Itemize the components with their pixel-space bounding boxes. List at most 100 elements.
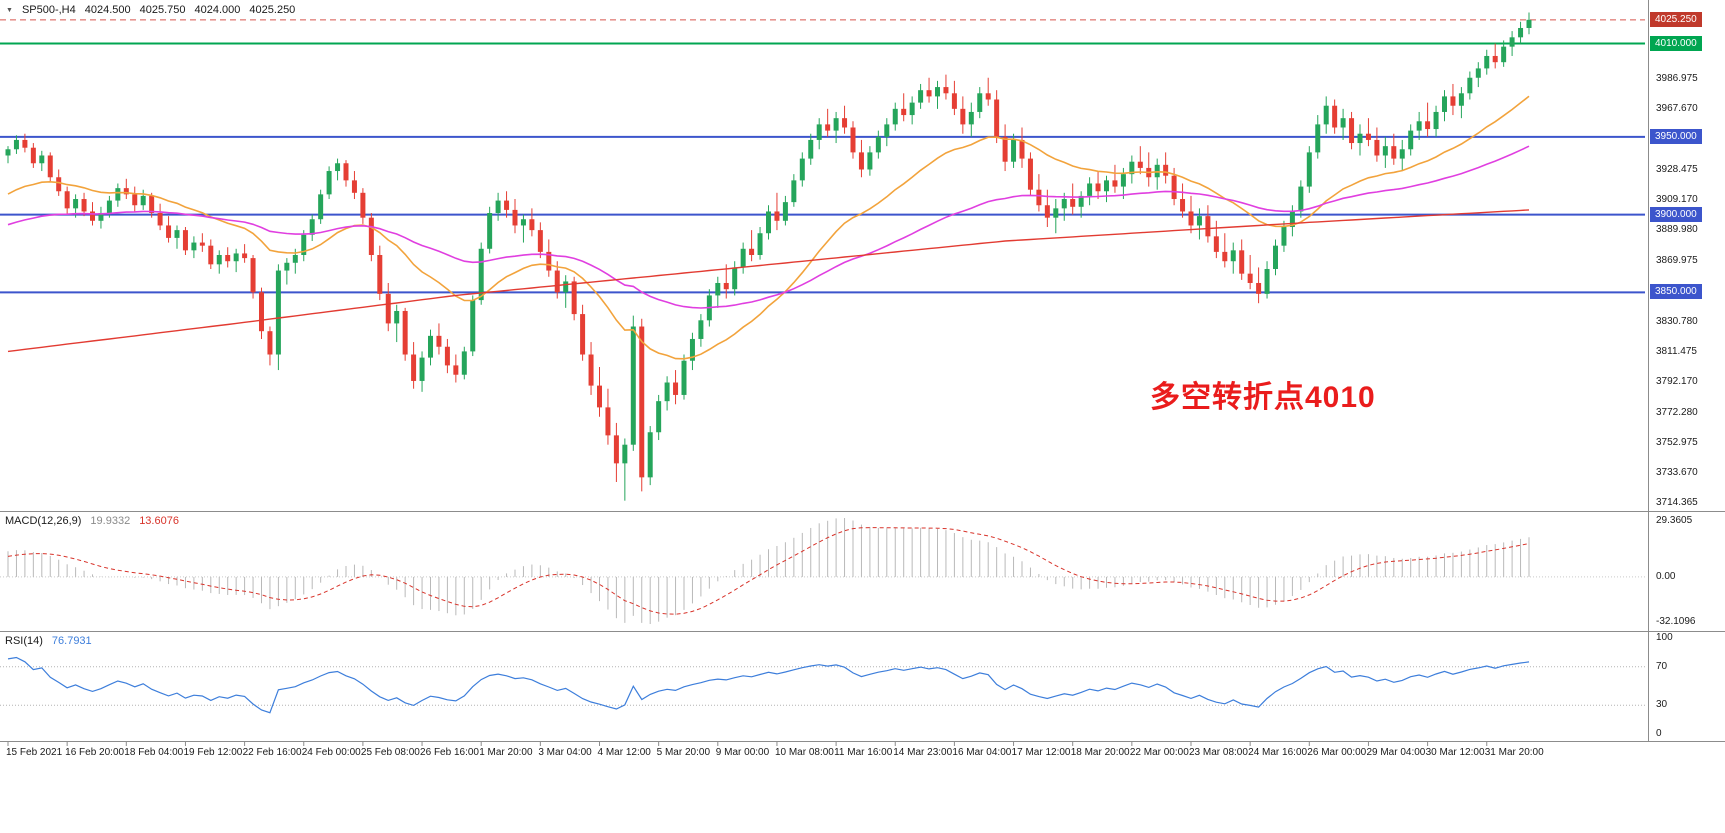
candle (394, 304, 400, 343)
candle (816, 118, 822, 150)
time-axis-label: 16 Mar 04:00 (952, 747, 1012, 758)
time-axis-label: 16 Feb 20:00 (65, 747, 125, 758)
candle (199, 233, 205, 252)
candle (808, 133, 814, 165)
candle (1213, 220, 1219, 259)
ma-line-fast-orange (7, 95, 1530, 360)
candle (157, 203, 163, 231)
candle (766, 205, 771, 240)
candle (1416, 111, 1422, 140)
candle (1475, 62, 1481, 88)
candle (13, 135, 19, 154)
candle (242, 244, 248, 263)
time-axis-label: 22 Feb 16:00 (242, 747, 302, 758)
candle (1104, 175, 1109, 203)
price-axis-label: 3889.980 (1656, 224, 1698, 236)
candle (1196, 208, 1202, 240)
rsi-title: RSI(14) (5, 635, 43, 647)
macd-axis-zero: 0.00 (1656, 570, 1676, 582)
price-badge: 3900.000 (1650, 206, 1702, 222)
time-axis-label: 5 Mar 20:00 (656, 747, 711, 758)
candle (1188, 195, 1194, 234)
price-axis-label: 3928.475 (1656, 164, 1698, 176)
candle (630, 315, 636, 451)
candle (182, 227, 188, 255)
candle (1247, 255, 1253, 290)
candle (698, 314, 704, 347)
candle (1019, 127, 1025, 168)
candle (284, 258, 290, 285)
price-axis-label: 3772.280 (1656, 407, 1698, 419)
candle (1340, 108, 1346, 140)
price-badge: 3850.000 (1650, 284, 1702, 300)
price-open: 4024.500 (84, 4, 131, 16)
price-low: 4024.000 (194, 4, 241, 16)
candle (1298, 180, 1304, 218)
candle (1425, 102, 1431, 137)
price-axis-label: 3909.170 (1656, 194, 1698, 206)
candle (774, 192, 780, 231)
candle (326, 166, 332, 200)
candle (1391, 133, 1397, 165)
time-axis-label: 1 Mar 20:00 (479, 747, 533, 758)
candle (1264, 261, 1270, 299)
candle (1408, 124, 1414, 156)
time-axis-label: 24 Mar 16:00 (1248, 747, 1308, 758)
candle (1002, 124, 1008, 172)
time-axis-label: 26 Mar 00:00 (1307, 747, 1367, 758)
candle (444, 338, 450, 374)
time-axis-label: 23 Mar 08:00 (1189, 747, 1248, 758)
candle (613, 422, 619, 483)
time-axis-label: 18 Feb 04:00 (124, 747, 184, 758)
candle (259, 287, 264, 339)
candle (951, 80, 957, 116)
candle (1526, 12, 1532, 35)
price-close: 4025.250 (249, 4, 296, 16)
candle (1087, 177, 1093, 206)
price-badge: 4010.000 (1650, 35, 1702, 51)
candle (132, 186, 138, 212)
candle (926, 77, 932, 103)
macd-signal-value: 13.6076 (139, 515, 179, 527)
price-axis-label: 3967.670 (1656, 103, 1698, 115)
candle (301, 230, 307, 262)
candle (208, 239, 214, 269)
candle (1095, 171, 1101, 200)
candle (1332, 99, 1338, 134)
candle (225, 247, 231, 268)
candle (580, 304, 586, 361)
candle (411, 342, 417, 389)
price-axis-label: 3792.170 (1656, 376, 1698, 388)
time-axis-label: 10 Mar 08:00 (774, 747, 834, 758)
candle (757, 227, 763, 260)
candle (470, 295, 476, 357)
candle (1044, 189, 1050, 228)
price-axis-label: 3830.780 (1656, 316, 1698, 328)
candle (884, 118, 890, 147)
candle (267, 326, 273, 366)
candle (30, 143, 36, 168)
candle (115, 183, 121, 207)
candle (461, 346, 467, 380)
candle (968, 102, 974, 137)
rsi-axis-label: 0 (1656, 728, 1662, 739)
candle (385, 282, 391, 332)
price-axis-label: 3733.670 (1656, 467, 1698, 479)
candle (1222, 233, 1228, 268)
candle (1484, 49, 1490, 75)
candle (81, 192, 87, 217)
candle (22, 133, 28, 153)
candle (749, 230, 755, 262)
candle (1137, 146, 1143, 175)
candle (901, 93, 907, 122)
candle (588, 342, 594, 395)
time-axis-label: 19 Feb 12:00 (183, 747, 243, 758)
candle (39, 150, 45, 172)
candle (943, 74, 949, 100)
candle (1433, 105, 1439, 137)
candle (47, 152, 53, 182)
candle (960, 96, 966, 134)
candle (216, 250, 222, 274)
